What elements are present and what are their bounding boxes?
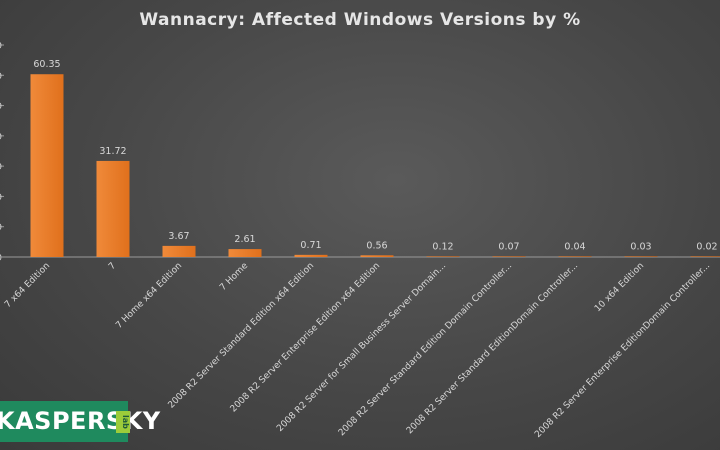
data-label: 0.04: [564, 241, 585, 252]
data-label: 3.67: [168, 231, 189, 242]
logo-tag: lab: [116, 411, 130, 433]
y-tick-label: 20: [0, 193, 2, 203]
bar: [162, 245, 196, 257]
y-tick-label: 0: [0, 254, 2, 264]
bar: [96, 160, 130, 257]
data-label: 0.03: [630, 241, 651, 252]
bar: [228, 249, 262, 257]
bar: [294, 254, 328, 257]
bar: [426, 256, 460, 257]
y-tick-label: 60: [0, 72, 2, 82]
logo-text: KASPERSKY: [0, 407, 161, 435]
y-tick-label: 70: [0, 42, 2, 52]
category-label: 2008 R2 Server Standard Edition x64 Edit…: [167, 261, 317, 411]
data-label: 0.12: [432, 241, 453, 252]
bar: [624, 256, 658, 257]
y-tick-label: 40: [0, 132, 2, 142]
bar: [558, 256, 592, 257]
data-label: 0.07: [498, 241, 519, 252]
bar: [30, 74, 64, 258]
category-label: 10 x64 Edition: [593, 261, 646, 314]
kaspersky-logo: KASPERSKY lab: [0, 401, 160, 442]
data-label: 2.61: [234, 234, 255, 245]
data-label: 31.72: [99, 146, 126, 157]
bar: [690, 256, 720, 257]
category-label: 7 Home x64 Edition: [114, 261, 184, 331]
bar: [492, 256, 526, 257]
bar: [360, 255, 394, 257]
y-tick-label: 10: [0, 223, 2, 233]
data-label: 0.71: [300, 240, 321, 251]
category-label: 7: [107, 261, 118, 272]
data-label: 0.02: [696, 241, 717, 252]
category-label: 7 Home: [218, 261, 250, 293]
bars-layer: [30, 74, 720, 258]
data-label: 0.56: [366, 240, 387, 251]
data-label: 60.35: [33, 59, 60, 70]
y-tick-label: 50: [0, 102, 2, 112]
category-label: 2008 R2 Server Enterprise Edition x64 Ed…: [229, 261, 382, 414]
chart-title: Wannacry: Affected Windows Versions by %: [139, 10, 581, 30]
category-label: 7 x64 Edition: [3, 261, 52, 310]
y-tick-label: 30: [0, 163, 2, 173]
